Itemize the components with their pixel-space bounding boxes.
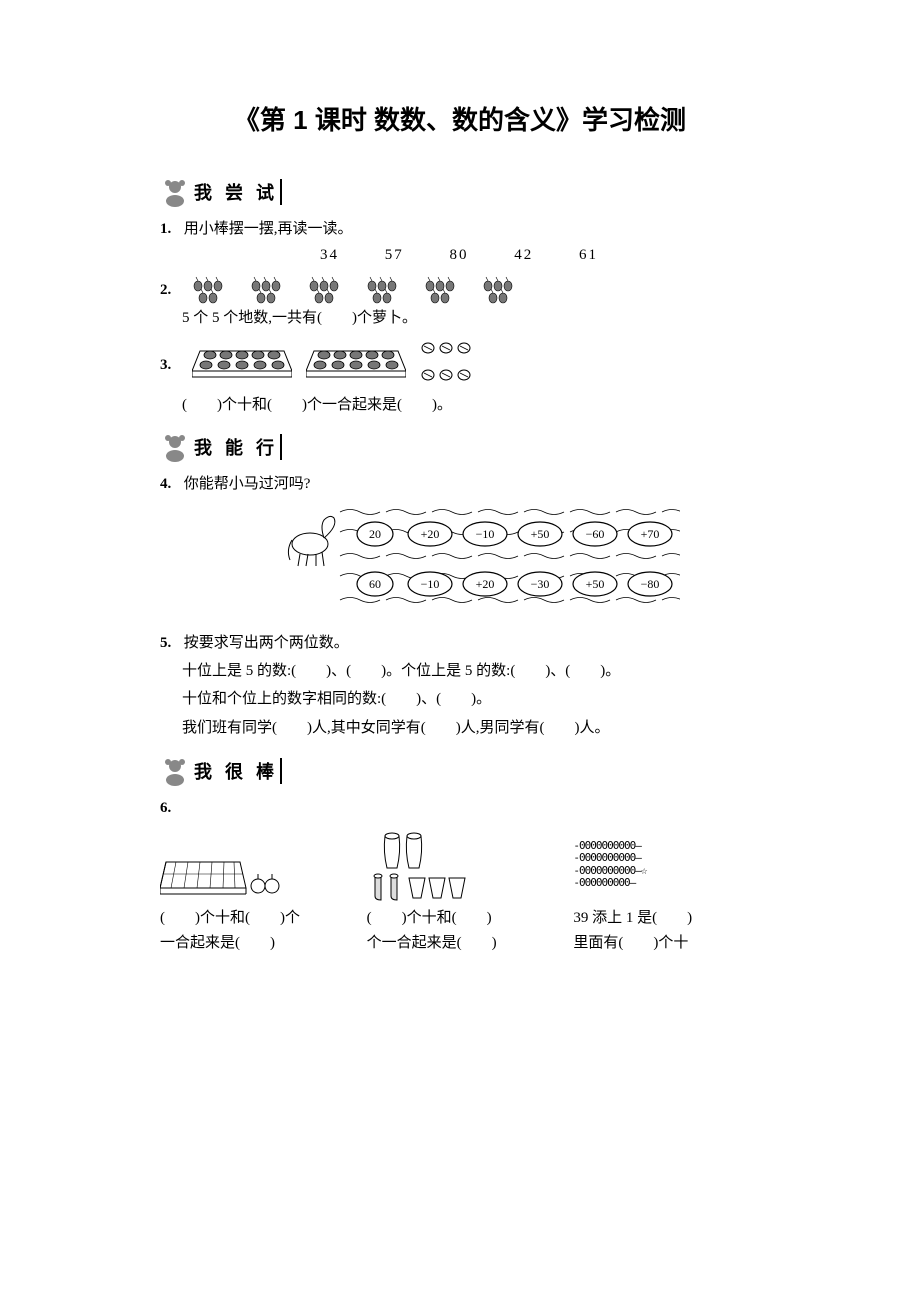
abacus-icon: -0000000000— -0000000000— -0000000000—☆ … [573,828,760,902]
egg-icon [456,367,472,393]
svg-text:+70: +70 [641,527,660,541]
q1-num: 1. [160,217,180,243]
section-great: 我 很 棒 [160,756,760,786]
q6-c3l2: 里面有( )个十 [573,931,760,957]
girl-icon [160,432,190,462]
q2-num: 2. [160,278,180,304]
radish-group-icon [364,276,404,306]
svg-text:−10: −10 [421,577,440,591]
loose-eggs [420,340,472,393]
egg-icon [438,367,454,393]
q1-values: 34 57 80 42 61 [320,243,760,269]
question-1: 1. 用小棒摆一摆,再读一读。 34 57 80 42 61 [160,217,760,268]
q1-v1: 57 [385,247,404,263]
radish-row [190,276,520,306]
question-2: 2. [160,276,760,332]
q4-text: 你能帮小马过河吗? [184,476,311,492]
girl-icon [160,177,190,207]
q5-num: 5. [160,631,180,657]
q5-text: 按要求写出两个两位数。 [184,635,349,651]
radish-group-icon [480,276,520,306]
section-can-label: 我 能 行 [194,434,282,460]
radish-group-icon [190,276,230,306]
q1-v2: 80 [450,247,469,263]
egg-tray-row [192,340,472,393]
q4-num: 4. [160,472,180,498]
q6-c2l1: ( )个十和( ) [367,906,554,932]
section-great-label: 我 很 棒 [194,758,282,784]
q1-v0: 34 [320,247,339,263]
egg-icon [420,340,436,366]
egg-tray-icon [192,343,292,389]
cups-icon [367,828,554,902]
q1-text: 用小棒摆一摆,再读一读。 [184,221,353,237]
abacus-r1: -0000000000— [573,852,640,864]
svg-text:+50: +50 [586,577,605,591]
abacus-r3: -000000000— [573,877,635,889]
river-diagram: 20 +20 −10 +50 −60 +70 60 −10 +20 −30 +50 −80 [280,504,760,624]
section-can: 我 能 行 [160,432,760,462]
svg-text:+20: +20 [476,577,495,591]
q6-c1l1: ( )个十和( )个 [160,906,347,932]
svg-text:60: 60 [369,577,381,591]
abacus-r2: -0000000000—☆ [573,865,646,877]
q6-col1: ( )个十和( )个 一合起来是( ) [160,828,347,957]
radish-group-icon [248,276,288,306]
q2-line: 5 个 5 个地数,一共有( )个萝卜。 [182,306,760,332]
egg-icon [438,340,454,366]
page-title: 《第 1 课时 数数、数的含义》学习检测 [160,100,760,137]
egg-icon [456,340,472,366]
q6-c2l2: 个一合起来是( ) [367,931,554,957]
egg-icon [420,367,436,393]
question-4: 4. 你能帮小马过河吗? 20 +20 −10 +50 −60 +70 60 −10 +20 −3… [160,472,760,623]
q6-row: ( )个十和( )个 一合起来是( ) [160,828,760,957]
q3-num: 3. [160,353,180,379]
svg-text:−80: −80 [641,577,660,591]
q5-l1: 十位上是 5 的数:( )、( )。个位上是 5 的数:( )、( )。 [182,657,760,686]
girl-icon [160,756,190,786]
q5-l3: 我们班有同学( )人,其中女同学有( )人,男同学有( )人。 [182,714,760,743]
q6-col3: -0000000000— -0000000000— -0000000000—☆ … [573,828,760,957]
q6-c3l1: 39 添上 1 是( ) [573,906,760,932]
q1-v3: 42 [514,247,533,263]
q6-c1l2: 一合起来是( ) [160,931,347,957]
question-3: 3. [160,340,760,419]
radish-group-icon [306,276,346,306]
svg-text:+50: +50 [531,527,550,541]
q6-col2: ( )个十和( ) 个一合起来是( ) [367,828,554,957]
question-6: 6. ( )个十和( )个 [160,796,760,957]
section-try: 我 尝 试 [160,177,760,207]
egg-tray-icon [306,343,406,389]
worksheet-page: 《第 1 课时 数数、数的含义》学习检测 我 尝 试 1. 用小棒摆一摆,再读一… [0,0,920,1025]
q5-l2: 十位和个位上的数字相同的数:( )、( )。 [182,685,760,714]
question-5: 5. 按要求写出两个两位数。 十位上是 5 的数:( )、( )。个位上是 5 … [160,631,760,742]
q1-v4: 61 [579,247,598,263]
box-apples-icon [160,828,347,902]
section-try-label: 我 尝 试 [194,179,282,205]
svg-text:−30: −30 [531,577,550,591]
svg-text:+20: +20 [421,527,440,541]
svg-text:20: 20 [369,527,381,541]
q6-num: 6. [160,796,180,822]
radish-group-icon [422,276,462,306]
svg-text:−60: −60 [586,527,605,541]
q5-lines: 十位上是 5 的数:( )、( )。个位上是 5 的数:( )、( )。 十位和… [182,657,760,743]
q3-line: ( )个十和( )个一合起来是( )。 [182,393,760,419]
svg-text:−10: −10 [476,527,495,541]
